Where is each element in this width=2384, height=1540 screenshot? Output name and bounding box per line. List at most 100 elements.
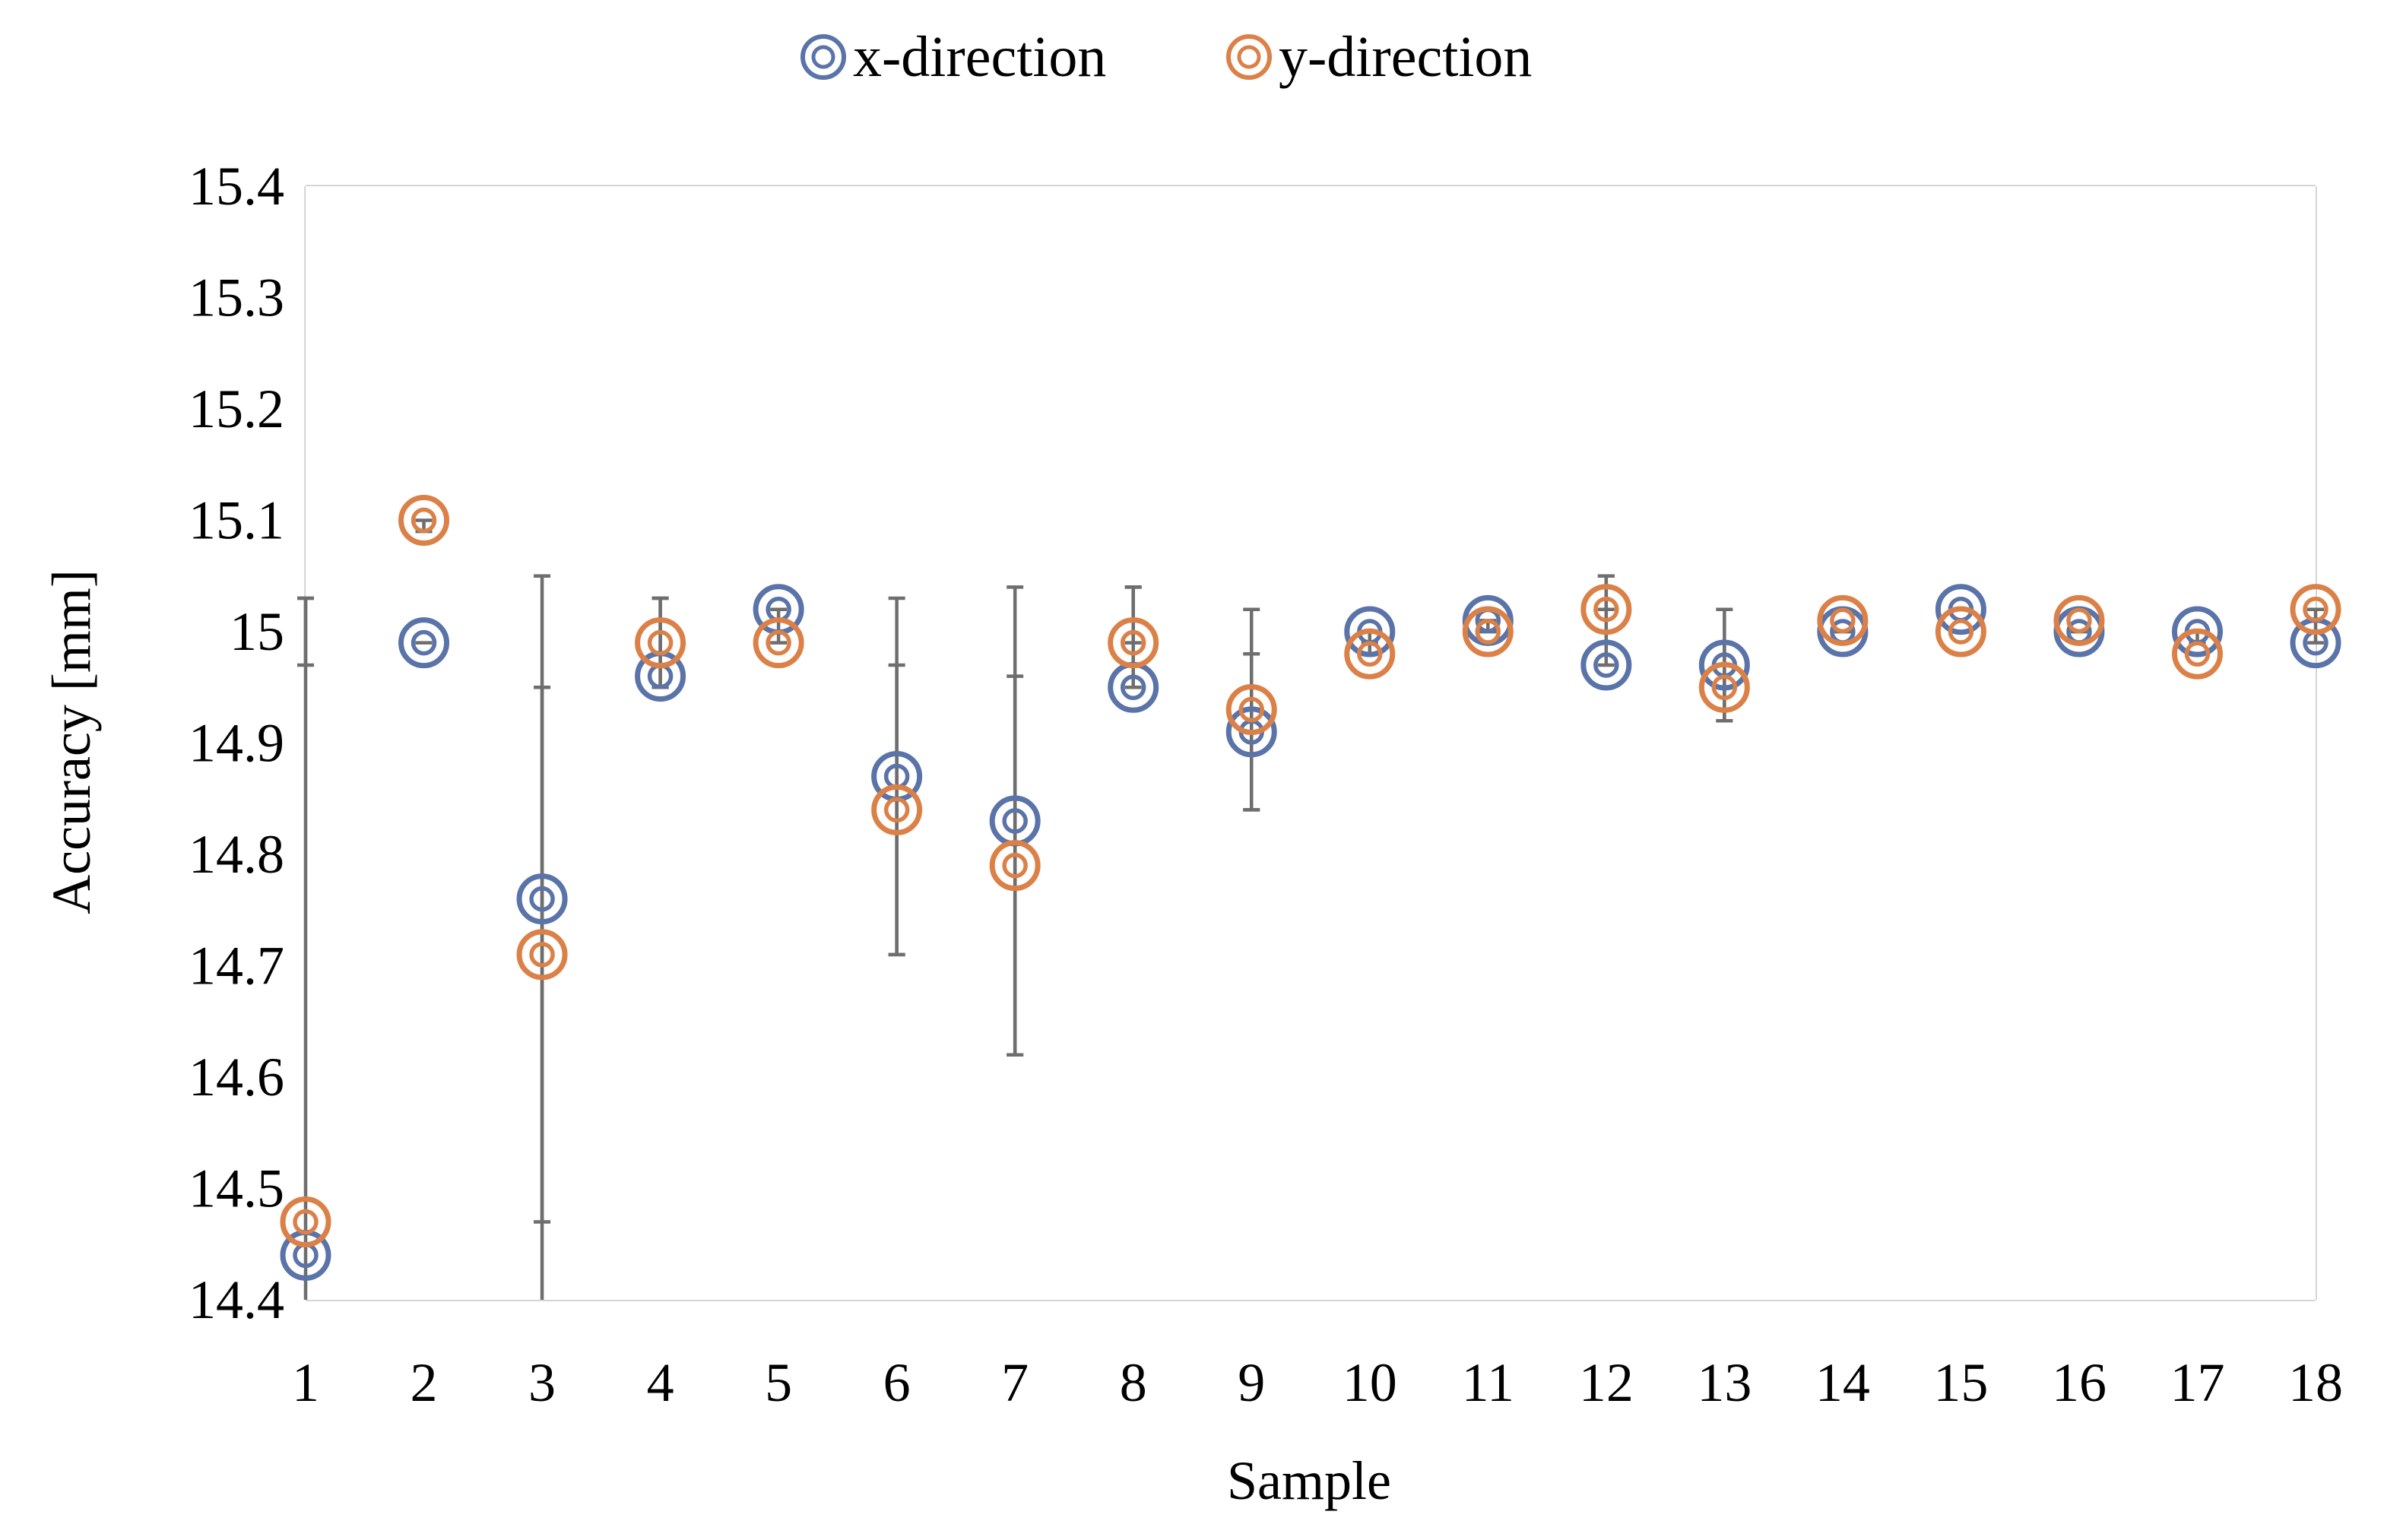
data-point-y-direction [871, 784, 923, 835]
data-point-y-direction [398, 495, 450, 546]
data-point-y-direction [2290, 584, 2341, 635]
data-point-inner-ring [2303, 596, 2329, 623]
y-axis-ticks: 14.4 14.5 14.6 14.7 14.8 14.9 15 15.1 15.2 15.3 15… [189, 156, 284, 1330]
data-point-outer-ring [398, 495, 450, 546]
data-point-inner-ring [411, 629, 437, 656]
data-point-outer-ring [1580, 639, 1632, 691]
error-bar-y-direction [1007, 674, 1024, 1057]
x-tick-label: 14 [1815, 1352, 1870, 1413]
legend: x-direction y-direction [800, 25, 1532, 89]
data-point-outer-ring [635, 617, 686, 669]
data-point-inner-ring [2184, 641, 2211, 667]
y-tick-label: 15 [230, 601, 284, 662]
data-point-inner-ring [1002, 808, 1028, 834]
data-point-y-direction [989, 840, 1041, 892]
data-point-y-direction [753, 617, 804, 669]
legend-item-y-direction: y-direction [1226, 25, 1532, 89]
x-tick-label: 16 [2052, 1352, 2107, 1413]
legend-marker-y-direction [1226, 34, 1272, 80]
y-tick-label: 14.5 [189, 1158, 284, 1219]
error-bar-y-direction [888, 663, 905, 957]
y-axis-title: Accuracy [mm] [41, 569, 102, 914]
data-point-inner-ring [529, 886, 555, 912]
x-tick-label: 6 [883, 1352, 911, 1413]
data-point-outer-ring [516, 873, 568, 925]
data-point-y-direction [1108, 617, 1159, 669]
data-point-x-direction [398, 617, 450, 669]
x-tick-label: 12 [1579, 1352, 1634, 1413]
error-bar-y-direction [297, 596, 314, 1300]
y-tick-label: 14.8 [189, 824, 284, 885]
y-tick-label: 14.6 [189, 1047, 284, 1107]
data-point-inner-ring [2066, 607, 2092, 634]
x-axis-title: Sample [1227, 1450, 1391, 1511]
data-point-inner-ring [1120, 629, 1146, 656]
x-tick-label: 2 [411, 1352, 438, 1413]
data-point-outer-ring [1698, 639, 1750, 691]
x-tick-label: 11 [1462, 1352, 1514, 1413]
x-tick-label: 15 [1933, 1352, 1988, 1413]
data-point-y-direction [2053, 594, 2105, 646]
data-point-y-direction [1462, 606, 1514, 658]
data-point-y-direction [1935, 606, 1986, 658]
data-point-inner-ring [1120, 674, 1146, 700]
x-tick-label: 1 [292, 1352, 319, 1413]
x-tick-label: 8 [1120, 1352, 1147, 1413]
data-point-y-direction [516, 929, 568, 981]
data-point-outer-ring [1225, 706, 1277, 758]
data-point-inner-ring [766, 629, 791, 656]
data-point-outer-ring [2053, 594, 2105, 646]
data-point-x-direction [516, 873, 568, 925]
data-point-y-direction [1344, 628, 1396, 680]
data-point-inner-ring [1711, 674, 1738, 700]
x-tick-label: 4 [647, 1352, 674, 1413]
data-point-y-direction [1817, 594, 1869, 646]
data-point-y-direction [1580, 584, 1632, 635]
legend-label-y-direction: y-direction [1279, 25, 1532, 89]
legend-item-x-direction: x-direction [800, 25, 1106, 89]
y-tick-label: 15.1 [189, 490, 284, 551]
data-point-outer-ring [1935, 606, 1986, 658]
data-point-y-direction [635, 617, 686, 669]
error-bar-y-direction [534, 686, 551, 1300]
legend-label-x-direction: x-direction [853, 25, 1106, 89]
data-point-outer-ring [989, 840, 1041, 892]
x-tick-label: 18 [2288, 1352, 2343, 1413]
y-tick-label: 14.9 [189, 713, 284, 774]
y-tick-label: 15.3 [189, 268, 284, 328]
x-tick-label: 9 [1238, 1352, 1265, 1413]
x-tick-label: 5 [765, 1352, 792, 1413]
plot-area [306, 186, 2316, 1300]
data-point-inner-ring [647, 629, 674, 656]
data-point-inner-ring [1593, 596, 1619, 623]
y-tick-label: 14.7 [189, 936, 284, 997]
data-point-outer-ring [280, 1196, 331, 1247]
x-tick-label: 13 [1697, 1352, 1752, 1413]
legend-marker-inner-x-direction [811, 45, 835, 69]
data-point-outer-ring [1344, 628, 1396, 680]
x-tick-label: 10 [1343, 1352, 1397, 1413]
data-point-outer-ring [1344, 606, 1396, 658]
data-point-inner-ring [1002, 852, 1028, 879]
data-point-y-direction [2171, 628, 2223, 680]
x-tick-label: 17 [2170, 1352, 2224, 1413]
data-point-outer-ring [1225, 684, 1277, 736]
error-bar-y-direction [1597, 574, 1615, 611]
data-point-outer-ring [1580, 584, 1632, 635]
data-point-inner-ring [1830, 607, 1856, 634]
data-point-inner-ring [1357, 641, 1383, 667]
data-point-y-direction [1225, 684, 1277, 736]
data-point-outer-ring [1108, 617, 1159, 669]
data-point-inner-ring [1238, 696, 1264, 723]
data-markers [280, 495, 2341, 1281]
data-point-outer-ring [2290, 584, 2341, 635]
data-point-outer-ring [2171, 628, 2223, 680]
data-point-inner-ring [529, 942, 555, 968]
data-point-inner-ring [1475, 619, 1501, 645]
data-point-outer-ring [398, 617, 450, 669]
data-point-outer-ring [1817, 594, 1869, 646]
legend-marker-x-direction [800, 34, 846, 80]
data-point-outer-ring [2171, 606, 2223, 658]
data-point-inner-ring [411, 507, 437, 534]
